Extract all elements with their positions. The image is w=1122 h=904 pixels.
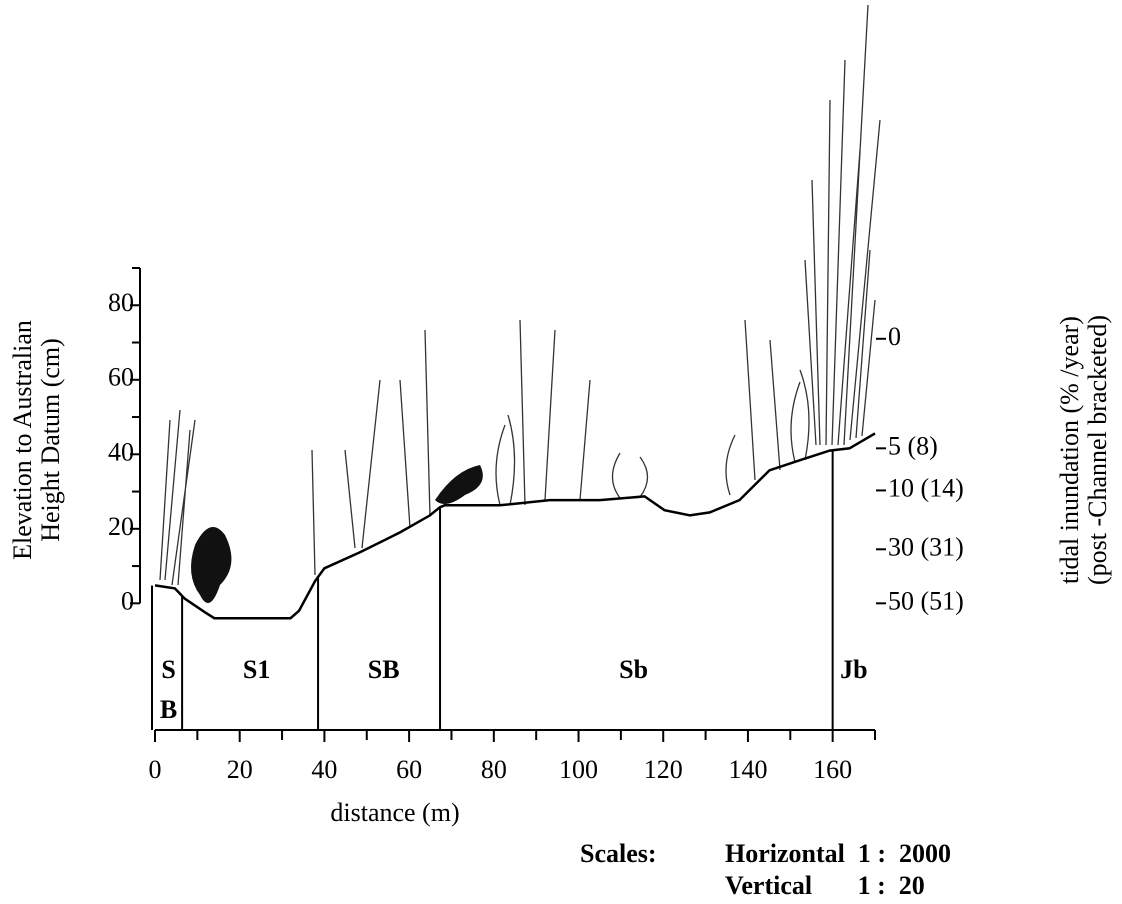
vegetation-illustration: [159, 4, 881, 603]
zone-label: Sb: [619, 655, 648, 684]
x-tick-label: 80: [481, 755, 507, 784]
x-tick-label: 160: [813, 755, 852, 784]
y-tick-label: 60: [108, 363, 134, 392]
y2-axis-label: tidal inundation (% /year): [1055, 316, 1084, 584]
y-tick-label: 80: [108, 288, 134, 317]
zone-label: SB: [368, 655, 400, 684]
y2-axis-label: (post -Channel bracketed): [1083, 315, 1112, 585]
scale-row: Horizontal 1 : 2000: [725, 839, 951, 868]
x-tick-label: 140: [728, 755, 767, 784]
y-tick-label: 40: [108, 437, 134, 466]
y-axis-label: Height Datum (cm): [36, 338, 65, 542]
zone-label: Jb: [840, 655, 867, 684]
y-tick-label: 0: [121, 586, 134, 615]
scale-row: Vertical 1 : 20: [725, 871, 925, 900]
zone-label: S1: [243, 655, 270, 684]
x-tick-label: 120: [644, 755, 683, 784]
y2-tick-label: 5 (8): [888, 431, 938, 460]
x-tick-label: 0: [149, 755, 162, 784]
x-tick-label: 100: [559, 755, 598, 784]
x-tick-label: 60: [396, 755, 422, 784]
scales-heading: Scales:: [580, 839, 657, 868]
x-axis-label: distance (m): [330, 798, 459, 827]
x-tick-label: 40: [311, 755, 337, 784]
y2-tick-label: 0: [888, 322, 901, 351]
y2-tick-label: 50 (51): [888, 586, 964, 615]
x-tick-label: 20: [227, 755, 253, 784]
y-tick-label: 20: [108, 512, 134, 541]
zone-label: B: [160, 695, 177, 724]
zone-label: S: [161, 655, 175, 684]
y-axis-label: Elevation to Australian: [8, 320, 37, 560]
y2-tick-label: 30 (31): [888, 532, 964, 561]
y2-tick-label: 10 (14): [888, 473, 964, 502]
profile-line: [154, 432, 876, 620]
